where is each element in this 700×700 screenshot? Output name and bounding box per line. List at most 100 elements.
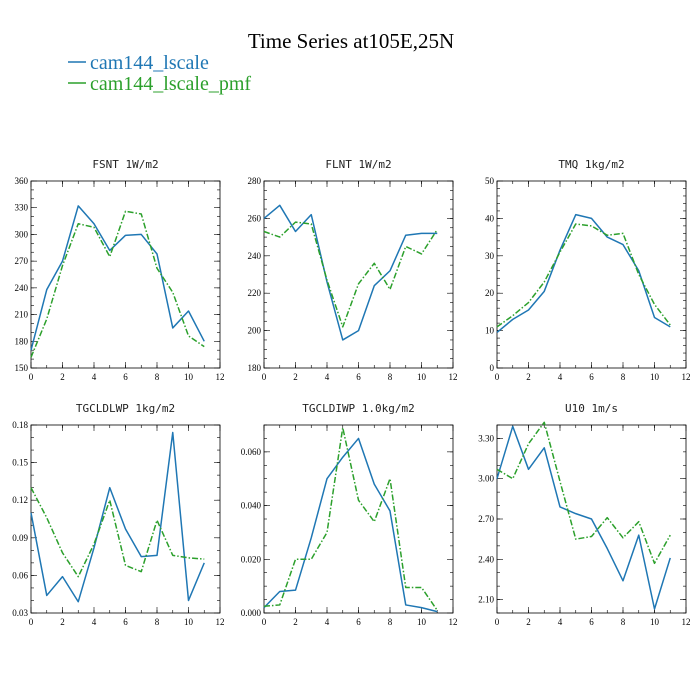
chart-panel-u10: U10 1m/s 2.10 2.40 2.70 3.00 3.30 0 2 4 6 8 10 12	[478, 402, 690, 627]
series-line-cam144_lscale-fsnt	[30, 205, 205, 351]
plot-frame	[30, 180, 221, 369]
x-tick-label: 8	[155, 617, 160, 627]
series-line-cam144_lscale_pmf-fsnt	[30, 210, 205, 358]
x-tick-label: 2	[526, 372, 531, 382]
y-tick-label: 40	[485, 213, 495, 223]
y-tick-label: 280	[248, 176, 262, 186]
y-tick-label: 210	[15, 310, 29, 320]
chart-panel-tgcldiwp: TGCLDIWP 1.0kg/m2 0.000 0.020 0.040 0.060 0 2 4…	[241, 402, 458, 627]
y-tick-label: 240	[248, 251, 262, 261]
x-tick-label: 2	[293, 617, 298, 627]
series-line-cam144_lscale_pmf-tgcldlwp	[30, 487, 205, 578]
y-tick-label: 270	[15, 256, 29, 266]
x-tick-label: 0	[262, 372, 267, 382]
y-tick-label: 0	[490, 363, 495, 373]
series-line-cam144_lscale_pmf-flnt	[263, 221, 438, 328]
y-tick-label: 3.00	[478, 474, 494, 484]
x-tick-label: 2	[293, 372, 298, 382]
y-tick-label: 180	[248, 363, 262, 373]
y-tick-label: 30	[485, 251, 495, 261]
y-tick-label: 0.040	[241, 501, 262, 511]
x-tick-label: 4	[325, 617, 330, 627]
series-line-cam144_lscale-flnt	[263, 204, 438, 341]
y-tick-label: 180	[15, 336, 29, 346]
x-tick-label: 8	[621, 617, 626, 627]
figure-title: Time Series at105E,25N	[248, 29, 454, 53]
x-tick-label: 4	[325, 372, 330, 382]
x-tick-label: 12	[216, 617, 225, 627]
y-tick-label: 0.060	[241, 447, 262, 457]
x-tick-label: 2	[526, 617, 531, 627]
y-tick-label: 0.12	[12, 495, 28, 505]
y-tick-label: 20	[485, 288, 495, 298]
y-tick-label: 0.03	[12, 608, 28, 618]
x-tick-label: 6	[123, 617, 128, 627]
plot-frame	[263, 180, 454, 369]
x-tick-label: 4	[558, 617, 563, 627]
y-tick-label: 3.30	[478, 433, 494, 443]
x-tick-label: 6	[589, 372, 594, 382]
y-tick-label: 0.000	[241, 608, 262, 618]
y-tick-label: 0.020	[241, 554, 262, 564]
y-tick-label: 150	[15, 363, 29, 373]
chart-title-u10: U10 1m/s	[565, 402, 618, 415]
x-tick-label: 10	[184, 372, 194, 382]
chart-title-tmq: TMQ 1kg/m2	[558, 158, 624, 171]
x-tick-label: 6	[356, 617, 361, 627]
chart-panel-flnt: FLNT 1W/m2 180 200 220 240 260 280 0 2 4 6 8 10 12	[248, 158, 458, 382]
x-tick-label: 0	[29, 617, 34, 627]
x-tick-label: 2	[60, 372, 65, 382]
x-tick-label: 8	[388, 617, 393, 627]
plot-frame	[30, 424, 221, 614]
x-tick-label: 8	[388, 372, 393, 382]
plot-frame	[496, 424, 687, 614]
x-tick-label: 8	[155, 372, 160, 382]
y-tick-label: 50	[485, 176, 495, 186]
chart-panel-tgcldlwp: TGCLDLWP 1kg/m2 0.03 0.06 0.09 0.12 0.15 0.18 0…	[12, 402, 224, 627]
x-tick-label: 2	[60, 617, 65, 627]
chart-title-flnt: FLNT 1W/m2	[325, 158, 391, 171]
x-tick-label: 12	[449, 617, 458, 627]
x-tick-label: 6	[123, 372, 128, 382]
x-tick-label: 12	[216, 372, 225, 382]
y-tick-label: 330	[15, 203, 29, 213]
x-tick-label: 0	[262, 617, 267, 627]
chart-title-tgcldiwp: TGCLDIWP 1.0kg/m2	[302, 402, 415, 415]
x-tick-label: 4	[558, 372, 563, 382]
x-tick-label: 4	[92, 617, 97, 627]
y-tick-label: 200	[248, 326, 262, 336]
x-tick-label: 10	[417, 372, 427, 382]
y-tick-label: 240	[15, 283, 29, 293]
y-tick-label: 360	[15, 176, 29, 186]
x-tick-label: 0	[495, 617, 500, 627]
chart-title-fsnt: FSNT 1W/m2	[92, 158, 158, 171]
y-tick-label: 10	[485, 326, 495, 336]
legend-label-cam144_lscale_pmf: cam144_lscale_pmf	[90, 73, 251, 95]
y-tick-label: 2.40	[478, 554, 494, 564]
y-tick-label: 220	[248, 288, 262, 298]
x-tick-label: 6	[589, 617, 594, 627]
series-line-cam144_lscale_pmf-u10	[496, 421, 671, 565]
x-tick-label: 12	[682, 617, 691, 627]
chart-panel-fsnt: FSNT 1W/m2 150 180 210 240 270 300 330 360 0 2 4 6 8 1…	[15, 158, 225, 382]
y-tick-label: 0.09	[12, 533, 28, 543]
series-line-cam144_lscale-tgcldiwp	[263, 437, 438, 613]
chart-title-tgcldlwp: TGCLDLWP 1kg/m2	[76, 402, 175, 415]
figure-legend: cam144_lscale cam144_lscale_pmf	[68, 52, 251, 95]
x-tick-label: 10	[650, 617, 660, 627]
x-tick-label: 0	[495, 372, 500, 382]
plot-frame	[263, 424, 454, 614]
series-line-cam144_lscale-u10	[496, 425, 671, 610]
series-line-cam144_lscale-tgcldlwp	[30, 431, 205, 603]
y-tick-label: 300	[15, 229, 29, 239]
y-tick-label: 2.10	[478, 595, 494, 605]
y-tick-label: 260	[248, 213, 262, 223]
y-tick-label: 0.18	[12, 420, 28, 430]
chart-panel-tmq: TMQ 1kg/m2 0 10 20 30 40 50 0 2 4 6 8 10 12	[485, 158, 691, 382]
legend-label-cam144_lscale: cam144_lscale	[90, 52, 209, 74]
x-tick-label: 10	[184, 617, 194, 627]
x-tick-label: 10	[650, 372, 660, 382]
x-tick-label: 12	[449, 372, 458, 382]
series-line-cam144_lscale-tmq	[496, 213, 671, 334]
